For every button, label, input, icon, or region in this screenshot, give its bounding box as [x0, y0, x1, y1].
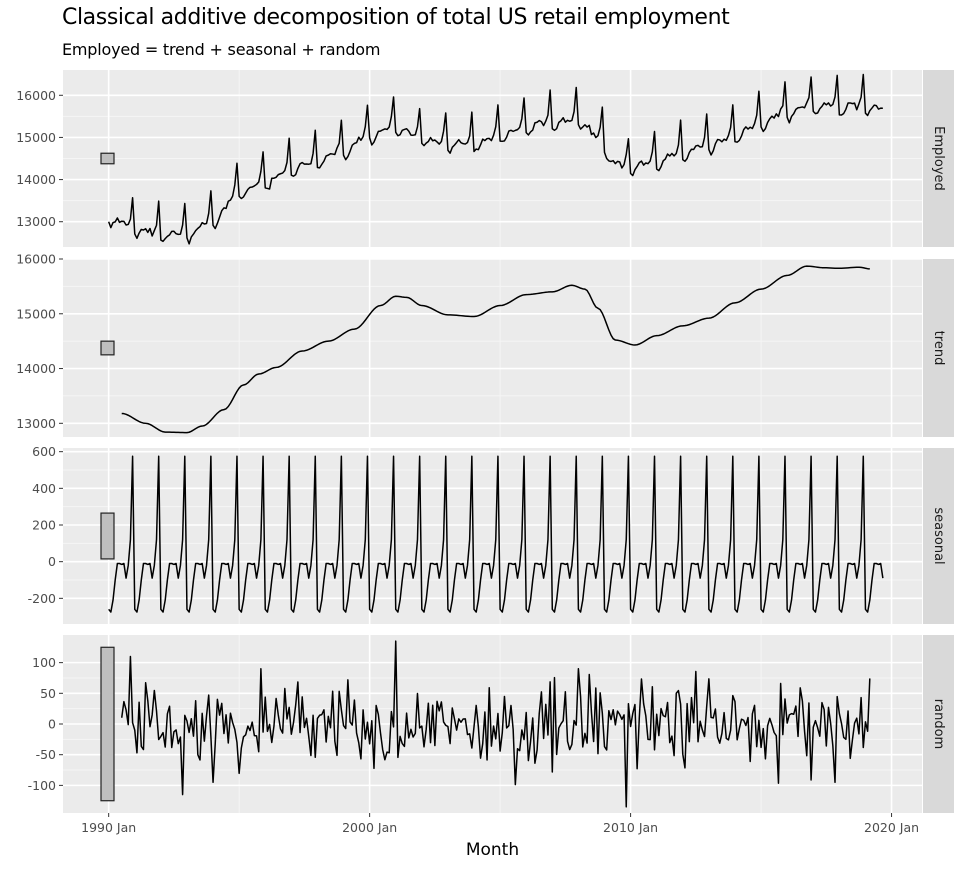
y-tick-label: 14000	[16, 172, 56, 187]
scale-bar	[100, 646, 115, 802]
facet-strip	[923, 635, 954, 813]
scale-bar	[100, 512, 115, 560]
y-tick-label: 600	[32, 444, 56, 459]
y-tick-label: 0	[48, 554, 56, 569]
panel-background	[63, 448, 922, 624]
scale-bar	[100, 340, 115, 356]
x-tick-label: 1990 Jan	[81, 820, 136, 835]
y-tick-label: 15000	[16, 130, 56, 145]
x-tick-label: 2010 Jan	[603, 820, 658, 835]
y-tick-label: 14000	[16, 361, 56, 376]
chart-subtitle: Employed = trend + seasonal + random	[62, 40, 381, 59]
x-axis-title: Month	[466, 840, 519, 860]
y-tick-label: 200	[32, 518, 56, 533]
y-tick-label: 15000	[16, 306, 56, 321]
y-tick-label: 400	[32, 481, 56, 496]
facet-strip	[923, 448, 954, 624]
series-line-trend	[121, 265, 870, 434]
x-tick-label: 2000 Jan	[342, 820, 397, 835]
series-line-seasonal	[108, 455, 884, 613]
y-tick-label: 50	[40, 686, 56, 701]
series-line-Employed	[107, 73, 883, 245]
y-tick-label: 16000	[16, 252, 56, 267]
y-tick-label: 13000	[16, 416, 56, 431]
facet-label-seasonal: seasonal	[931, 507, 946, 564]
y-tick-label: -50	[36, 747, 56, 762]
y-tick-label: 0	[48, 717, 56, 732]
facet-label-random: random	[931, 699, 946, 749]
y-tick-label: -100	[28, 778, 56, 793]
x-tick-label: 2020 Jan	[864, 820, 919, 835]
y-tick-label: 100	[32, 655, 56, 670]
series-line-random	[120, 640, 871, 808]
y-tick-label: 13000	[16, 214, 56, 229]
scale-bar	[100, 152, 115, 165]
panel-background	[63, 259, 922, 437]
facet-strip	[923, 259, 954, 437]
y-tick-label: 16000	[16, 88, 56, 103]
facet-label-Employed: Employed	[931, 126, 946, 191]
chart-title: Classical additive decomposition of tota…	[62, 5, 730, 30]
facet-label-trend: trend	[931, 331, 946, 366]
y-tick-label: -200	[28, 591, 56, 606]
facet-strip	[923, 70, 954, 247]
